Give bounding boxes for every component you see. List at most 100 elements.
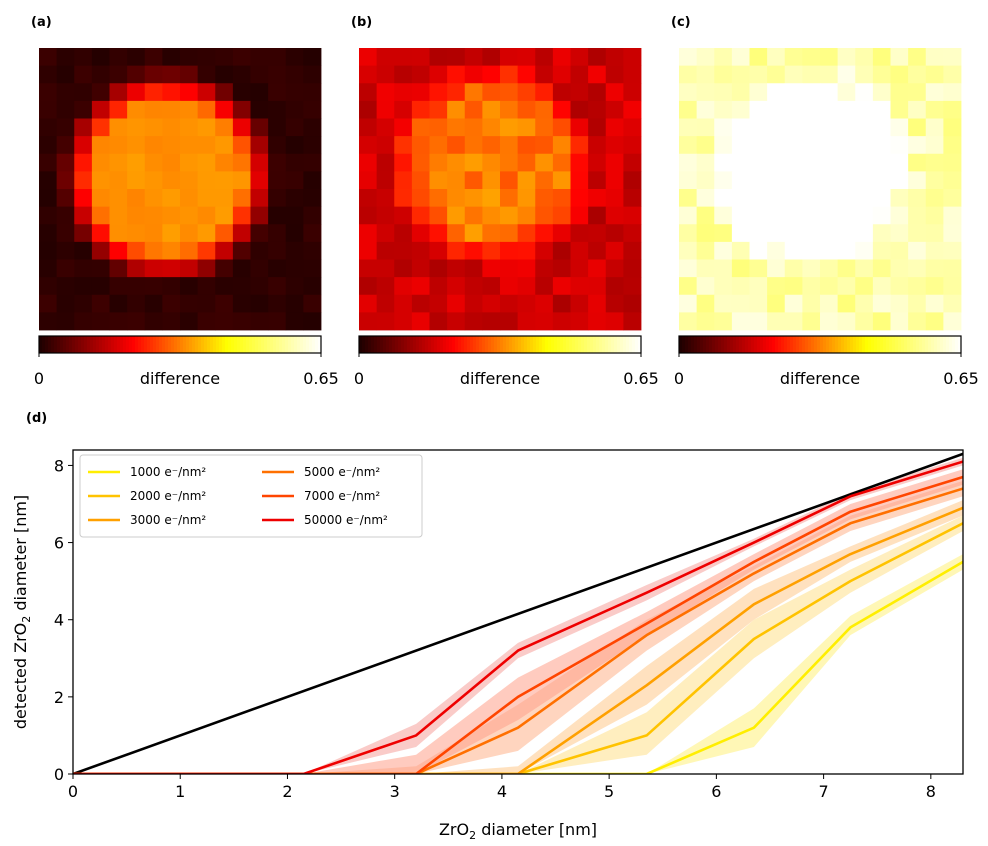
colorbar-segment: [895, 336, 899, 353]
heatmap-cell: [623, 189, 642, 208]
heatmap-cell: [679, 206, 698, 225]
heatmap-cell: [109, 83, 128, 102]
heatmap-cell: [144, 277, 163, 296]
heatmap-cell: [696, 83, 715, 102]
heatmap-cell: [376, 312, 395, 331]
colorbar-segment: [147, 336, 151, 353]
colorbar-segment: [721, 336, 725, 353]
heatmap-cell: [74, 224, 93, 243]
heatmap-cell: [855, 277, 874, 296]
heatmap-cell: [394, 277, 413, 296]
colorbar-segment: [473, 336, 477, 353]
heatmap-cell: [872, 118, 891, 137]
colorbar-segment: [925, 336, 929, 353]
heatmap-cell: [696, 100, 715, 119]
colorbar-segment: [608, 336, 612, 353]
colorbar-segment: [255, 336, 259, 353]
heatmap-cell: [215, 136, 234, 155]
colorbar-segment: [763, 336, 767, 353]
heatmap-cell: [144, 224, 163, 243]
colorbar-segment: [787, 336, 791, 353]
colorbar-segment: [63, 336, 67, 353]
heatmap-cell: [570, 171, 589, 190]
series-line-4: [73, 475, 963, 774]
heatmap-cell: [767, 171, 786, 190]
colorbar-segment: [503, 336, 507, 353]
heatmap-cell: [303, 83, 322, 102]
heatmap-cell: [890, 294, 909, 313]
heatmap-cell: [482, 83, 501, 102]
heatmap-cell: [109, 100, 128, 119]
heatmap-cell: [570, 48, 589, 67]
heatmap-cell: [925, 206, 944, 225]
heatmap-cell: [943, 136, 962, 155]
colorbar-segment: [75, 336, 79, 353]
colorbar-segment: [69, 336, 73, 353]
heatmap-cell: [109, 294, 128, 313]
heatmap-cell: [180, 100, 199, 119]
heatmap-cell: [411, 259, 430, 278]
colorbar-segment: [572, 336, 576, 353]
colorbar-segment: [120, 336, 124, 353]
heatmap-cell: [802, 294, 821, 313]
heatmap-cell: [731, 118, 750, 137]
heatmap-cell: [749, 277, 768, 296]
heatmap-cell: [535, 294, 554, 313]
heatmap-cell: [285, 171, 304, 190]
colorbar: 0 0.65 difference: [674, 335, 979, 388]
colorbar-min-label: 0: [34, 369, 44, 388]
heatmap-cell: [696, 171, 715, 190]
heatmap-cell: [464, 171, 483, 190]
colorbar-segment: [300, 336, 304, 353]
heatmap-cell: [447, 241, 466, 260]
heatmap-cell: [197, 118, 216, 137]
colorbar-segment: [581, 336, 585, 353]
colorbar-segment: [620, 336, 624, 353]
heatmap-cell: [535, 48, 554, 67]
colorbar-segment: [679, 336, 683, 353]
heatmap-cell: [943, 241, 962, 260]
heatmap-cell: [482, 277, 501, 296]
heatmap-cell: [837, 224, 856, 243]
heatmap-cell: [303, 277, 322, 296]
colorbar-segment: [54, 336, 58, 353]
heatmap-cell: [162, 100, 181, 119]
colorbar-segment: [566, 336, 570, 353]
heatmap-cell: [215, 171, 234, 190]
heatmap-cell: [749, 224, 768, 243]
colorbar-segment: [856, 336, 860, 353]
heatmap-cell: [482, 241, 501, 260]
colorbar-segment: [718, 336, 722, 353]
heatmap-cell: [232, 241, 251, 260]
heatmap-cell: [285, 83, 304, 102]
heatmap-cell: [91, 189, 110, 208]
y-tick-label: 0: [54, 765, 64, 784]
heatmap-cell: [570, 153, 589, 172]
colorbar-segment: [267, 336, 271, 353]
heatmap-cell: [482, 136, 501, 155]
heatmap-cell: [411, 224, 430, 243]
heatmap-cell: [74, 241, 93, 260]
heatmap-cell: [872, 153, 891, 172]
colorbar-segment: [246, 336, 250, 353]
heatmap-cell: [447, 312, 466, 331]
colorbar-segment: [536, 336, 540, 353]
heatmap-cell: [943, 100, 962, 119]
heatmap-cell: [552, 294, 571, 313]
heatmap-cell: [91, 312, 110, 331]
heatmap-cell: [39, 259, 58, 278]
heatmap-cell: [784, 312, 803, 331]
heatmap-cell: [872, 224, 891, 243]
heatmap-cell: [535, 224, 554, 243]
heatmap-cell: [872, 259, 891, 278]
heatmap-cell: [767, 277, 786, 296]
colorbar-segment: [949, 336, 953, 353]
heatmap-cell: [376, 83, 395, 102]
heatmap-cell: [679, 224, 698, 243]
heatmap-cell: [285, 153, 304, 172]
heatmap-cell: [232, 312, 251, 331]
colorbar-max-label: 0.65: [623, 369, 659, 388]
legend-label-0: 1000 e⁻/nm²: [130, 465, 206, 479]
heatmap-cell: [767, 100, 786, 119]
